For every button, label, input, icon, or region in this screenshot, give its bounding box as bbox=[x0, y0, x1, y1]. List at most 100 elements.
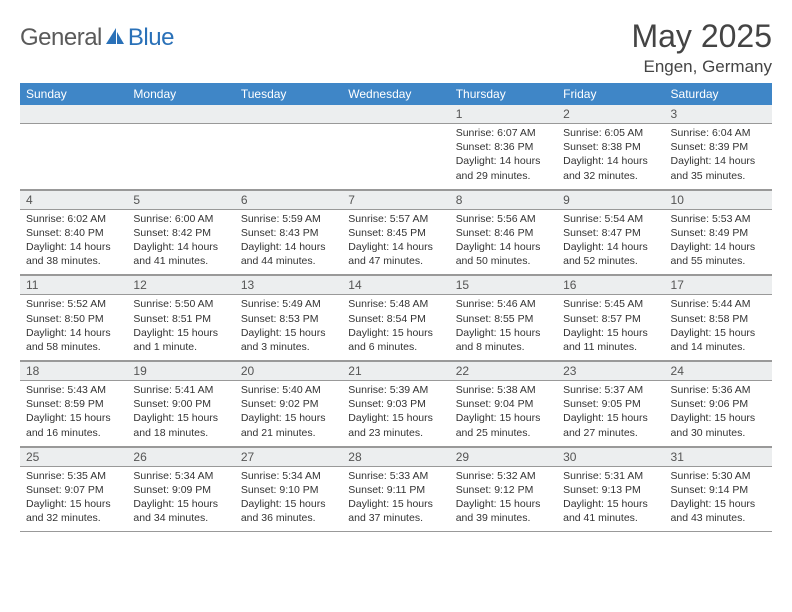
day-number: 25 bbox=[20, 448, 127, 466]
day-number-cell bbox=[20, 105, 127, 124]
day-cell-body: Sunrise: 5:34 AMSunset: 9:10 PMDaylight:… bbox=[235, 467, 342, 532]
day-number-cell: 6 bbox=[235, 190, 342, 209]
day-cell: Sunrise: 5:30 AMSunset: 9:14 PMDaylight:… bbox=[665, 466, 772, 532]
day-d1: Daylight: 15 hours bbox=[348, 326, 443, 340]
day-number: 10 bbox=[665, 191, 772, 209]
day-d2: and 55 minutes. bbox=[671, 254, 766, 268]
day-content-row: Sunrise: 5:43 AMSunset: 8:59 PMDaylight:… bbox=[20, 381, 772, 447]
day-number-cell: 14 bbox=[342, 276, 449, 295]
day-ss: Sunset: 8:36 PM bbox=[456, 140, 551, 154]
day-d2: and 52 minutes. bbox=[563, 254, 658, 268]
day-cell: Sunrise: 5:39 AMSunset: 9:03 PMDaylight:… bbox=[342, 381, 449, 447]
day-sr: Sunrise: 5:52 AM bbox=[26, 297, 121, 311]
day-sr: Sunrise: 5:32 AM bbox=[456, 469, 551, 483]
day-sr: Sunrise: 6:04 AM bbox=[671, 126, 766, 140]
day-cell: Sunrise: 5:50 AMSunset: 8:51 PMDaylight:… bbox=[127, 295, 234, 361]
day-d1: Daylight: 14 hours bbox=[563, 240, 658, 254]
day-number: 1 bbox=[450, 105, 557, 123]
day-sr: Sunrise: 5:50 AM bbox=[133, 297, 228, 311]
day-d1: Daylight: 15 hours bbox=[133, 326, 228, 340]
day-ss: Sunset: 9:03 PM bbox=[348, 397, 443, 411]
day-cell: Sunrise: 5:31 AMSunset: 9:13 PMDaylight:… bbox=[557, 466, 664, 532]
day-cell: Sunrise: 6:04 AMSunset: 8:39 PMDaylight:… bbox=[665, 124, 772, 190]
day-sr: Sunrise: 5:59 AM bbox=[241, 212, 336, 226]
day-cell: Sunrise: 5:59 AMSunset: 8:43 PMDaylight:… bbox=[235, 209, 342, 275]
day-sr: Sunrise: 5:48 AM bbox=[348, 297, 443, 311]
day-number-row: 45678910 bbox=[20, 190, 772, 209]
day-sr: Sunrise: 6:02 AM bbox=[26, 212, 121, 226]
day-d1: Daylight: 15 hours bbox=[456, 411, 551, 425]
day-d1: Daylight: 15 hours bbox=[133, 411, 228, 425]
day-d1: Daylight: 14 hours bbox=[671, 154, 766, 168]
day-number: 2 bbox=[557, 105, 664, 123]
day-sr: Sunrise: 5:41 AM bbox=[133, 383, 228, 397]
day-d2: and 29 minutes. bbox=[456, 169, 551, 183]
day-number-cell: 16 bbox=[557, 276, 664, 295]
day-cell-body: Sunrise: 5:45 AMSunset: 8:57 PMDaylight:… bbox=[557, 295, 664, 360]
day-d1: Daylight: 14 hours bbox=[671, 240, 766, 254]
day-cell-body: Sunrise: 5:52 AMSunset: 8:50 PMDaylight:… bbox=[20, 295, 127, 360]
day-cell-body: Sunrise: 5:31 AMSunset: 9:13 PMDaylight:… bbox=[557, 467, 664, 532]
day-cell-body: Sunrise: 6:00 AMSunset: 8:42 PMDaylight:… bbox=[127, 210, 234, 275]
day-number: 11 bbox=[20, 276, 127, 294]
day-ss: Sunset: 9:14 PM bbox=[671, 483, 766, 497]
day-cell-body: Sunrise: 5:57 AMSunset: 8:45 PMDaylight:… bbox=[342, 210, 449, 275]
day-cell-body: Sunrise: 5:38 AMSunset: 9:04 PMDaylight:… bbox=[450, 381, 557, 446]
day-number: 28 bbox=[342, 448, 449, 466]
day-cell: Sunrise: 6:02 AMSunset: 8:40 PMDaylight:… bbox=[20, 209, 127, 275]
day-ss: Sunset: 8:59 PM bbox=[26, 397, 121, 411]
day-ss: Sunset: 9:09 PM bbox=[133, 483, 228, 497]
day-d2: and 39 minutes. bbox=[456, 511, 551, 525]
day-number-cell: 11 bbox=[20, 276, 127, 295]
day-cell: Sunrise: 6:05 AMSunset: 8:38 PMDaylight:… bbox=[557, 124, 664, 190]
day-number-cell: 20 bbox=[235, 362, 342, 381]
day-number bbox=[235, 105, 342, 121]
day-d2: and 32 minutes. bbox=[563, 169, 658, 183]
day-number-cell: 5 bbox=[127, 190, 234, 209]
day-cell: Sunrise: 5:34 AMSunset: 9:10 PMDaylight:… bbox=[235, 466, 342, 532]
day-d2: and 16 minutes. bbox=[26, 426, 121, 440]
day-ss: Sunset: 9:12 PM bbox=[456, 483, 551, 497]
day-number-cell bbox=[235, 105, 342, 124]
day-d2: and 47 minutes. bbox=[348, 254, 443, 268]
day-d1: Daylight: 14 hours bbox=[26, 326, 121, 340]
logo-word-2: Blue bbox=[128, 24, 174, 52]
day-d1: Daylight: 14 hours bbox=[133, 240, 228, 254]
page: General Blue May 2025 Engen, Germany Sun… bbox=[0, 0, 792, 612]
weekday-header: Thursday bbox=[450, 83, 557, 105]
day-sr: Sunrise: 5:54 AM bbox=[563, 212, 658, 226]
day-d2: and 1 minute. bbox=[133, 340, 228, 354]
day-sr: Sunrise: 5:33 AM bbox=[348, 469, 443, 483]
day-cell-body: Sunrise: 5:33 AMSunset: 9:11 PMDaylight:… bbox=[342, 467, 449, 532]
day-number: 18 bbox=[20, 362, 127, 380]
weekday-header-row: Sunday Monday Tuesday Wednesday Thursday… bbox=[20, 83, 772, 105]
day-ss: Sunset: 8:54 PM bbox=[348, 312, 443, 326]
day-number-cell: 30 bbox=[557, 447, 664, 466]
day-cell: Sunrise: 5:44 AMSunset: 8:58 PMDaylight:… bbox=[665, 295, 772, 361]
day-d1: Daylight: 14 hours bbox=[241, 240, 336, 254]
day-cell-body: Sunrise: 5:56 AMSunset: 8:46 PMDaylight:… bbox=[450, 210, 557, 275]
day-cell: Sunrise: 5:57 AMSunset: 8:45 PMDaylight:… bbox=[342, 209, 449, 275]
day-cell: Sunrise: 5:41 AMSunset: 9:00 PMDaylight:… bbox=[127, 381, 234, 447]
day-sr: Sunrise: 5:46 AM bbox=[456, 297, 551, 311]
sail-icon bbox=[104, 26, 126, 51]
day-number-cell: 8 bbox=[450, 190, 557, 209]
day-number: 23 bbox=[557, 362, 664, 380]
day-ss: Sunset: 8:57 PM bbox=[563, 312, 658, 326]
day-d2: and 3 minutes. bbox=[241, 340, 336, 354]
day-cell: Sunrise: 5:53 AMSunset: 8:49 PMDaylight:… bbox=[665, 209, 772, 275]
day-number-cell: 2 bbox=[557, 105, 664, 124]
day-sr: Sunrise: 5:49 AM bbox=[241, 297, 336, 311]
day-number-cell: 29 bbox=[450, 447, 557, 466]
title-block: May 2025 Engen, Germany bbox=[631, 18, 772, 77]
day-d1: Daylight: 15 hours bbox=[456, 326, 551, 340]
day-cell-body: Sunrise: 6:05 AMSunset: 8:38 PMDaylight:… bbox=[557, 124, 664, 189]
day-cell-body: Sunrise: 5:30 AMSunset: 9:14 PMDaylight:… bbox=[665, 467, 772, 532]
weekday-header: Wednesday bbox=[342, 83, 449, 105]
day-content-row: Sunrise: 5:35 AMSunset: 9:07 PMDaylight:… bbox=[20, 466, 772, 532]
day-d1: Daylight: 15 hours bbox=[456, 497, 551, 511]
day-cell: Sunrise: 5:36 AMSunset: 9:06 PMDaylight:… bbox=[665, 381, 772, 447]
header: General Blue May 2025 Engen, Germany bbox=[20, 18, 772, 77]
day-content-row: Sunrise: 6:07 AMSunset: 8:36 PMDaylight:… bbox=[20, 124, 772, 190]
day-ss: Sunset: 8:47 PM bbox=[563, 226, 658, 240]
